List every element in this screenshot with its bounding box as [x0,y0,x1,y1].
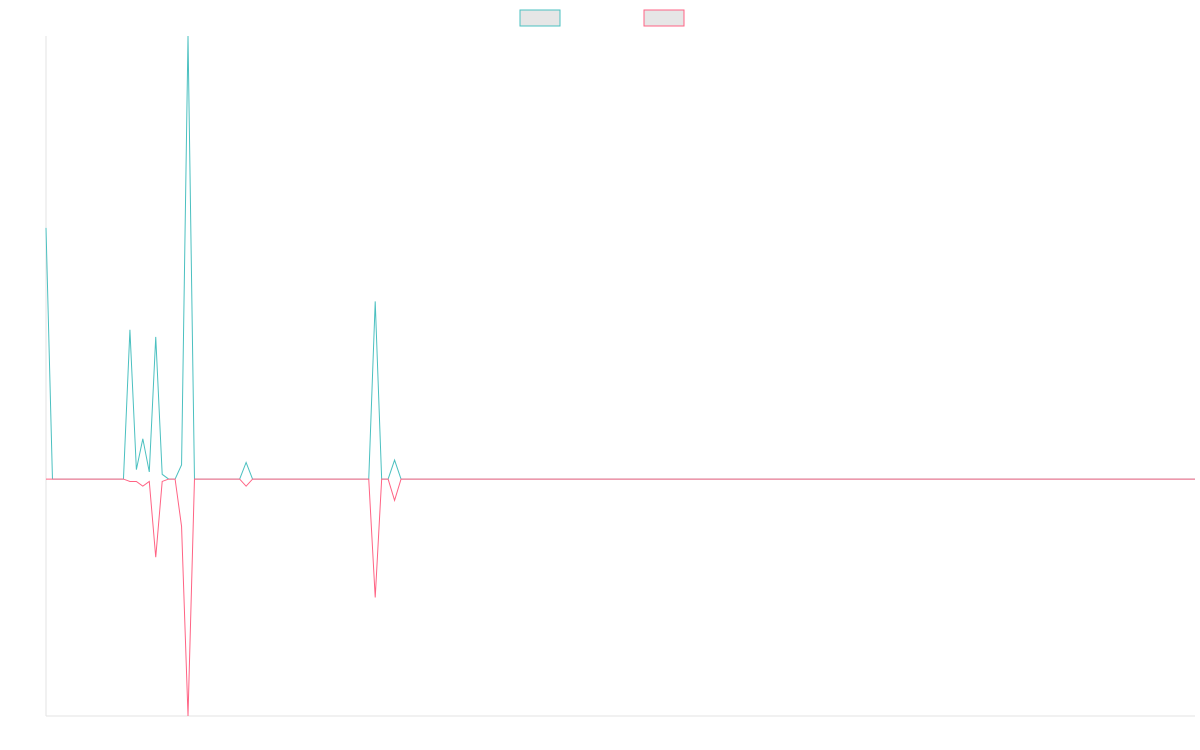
series-line-1 [45,35,1195,480]
legend [519,9,685,27]
series-layer [45,35,1195,717]
legend-swatch-2[interactable] [643,9,685,27]
axes [45,36,1195,717]
series-line-2 [46,478,1195,717]
legend-item-2[interactable] [643,9,685,27]
legend-item-1[interactable] [519,9,561,27]
legend-swatch-1[interactable] [519,9,561,27]
